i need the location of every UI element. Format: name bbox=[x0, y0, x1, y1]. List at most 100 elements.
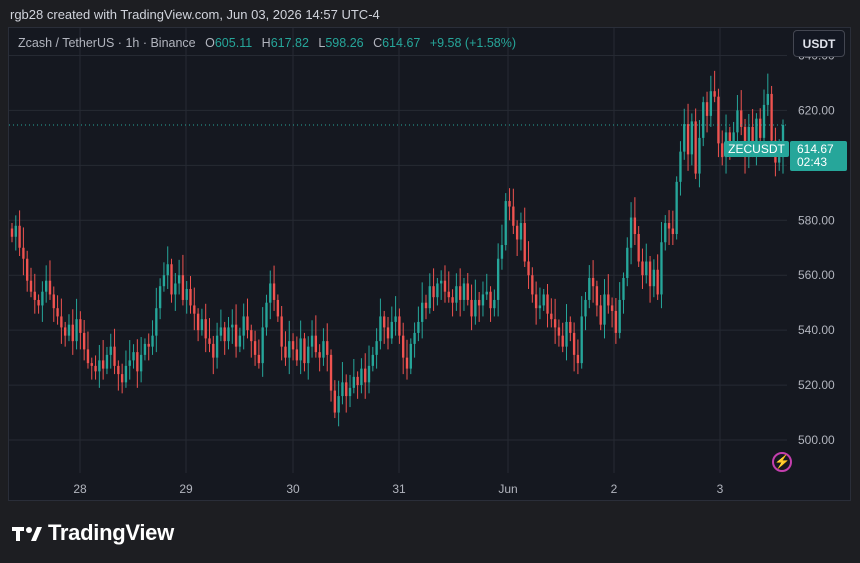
candle-body bbox=[314, 335, 318, 353]
candle-body bbox=[318, 352, 321, 358]
y-tick-label: 620.00 bbox=[798, 103, 835, 117]
x-tick-label: 30 bbox=[286, 482, 300, 496]
candle-body bbox=[485, 291, 488, 295]
candle-body bbox=[683, 124, 686, 152]
candle-body bbox=[227, 327, 230, 342]
candle-body bbox=[234, 324, 238, 347]
candle-body bbox=[364, 368, 367, 383]
candle-body bbox=[284, 346, 287, 358]
candle-body bbox=[147, 343, 150, 347]
candle-body bbox=[386, 327, 390, 339]
candle-body bbox=[90, 363, 93, 366]
candle-body bbox=[48, 280, 52, 295]
candle-body bbox=[276, 299, 280, 317]
price-tag: ZECUSDT 614.67 02:43 bbox=[724, 141, 847, 171]
chart-credit: rgb28 created with TradingView.com, Jun … bbox=[10, 7, 380, 22]
x-tick-label: 31 bbox=[392, 482, 406, 496]
candle-body bbox=[417, 321, 420, 333]
candle-body bbox=[432, 286, 435, 298]
candle-body bbox=[629, 217, 633, 248]
candle-body bbox=[477, 299, 481, 306]
candle-body bbox=[14, 225, 17, 237]
legend-symbol: Zcash / TetherUS · 1h · Binance bbox=[18, 36, 196, 50]
candle-body bbox=[117, 365, 120, 375]
candle-body bbox=[63, 327, 67, 336]
symbol-tag-text: ZECUSDT bbox=[728, 142, 785, 156]
candle-body bbox=[462, 283, 466, 300]
candle-body bbox=[60, 316, 63, 328]
candle-body bbox=[94, 365, 97, 372]
candle-body bbox=[86, 349, 90, 364]
candle-body bbox=[246, 316, 249, 331]
candle-body bbox=[648, 261, 652, 287]
candle-body bbox=[664, 223, 667, 243]
candle-body bbox=[101, 360, 105, 369]
candle-body bbox=[105, 354, 109, 369]
candle-body bbox=[371, 354, 374, 366]
candle-body bbox=[238, 335, 242, 347]
candle-body bbox=[591, 277, 595, 287]
candle-body bbox=[295, 349, 299, 361]
grid-lines bbox=[9, 28, 787, 473]
x-tick-label: 3 bbox=[717, 482, 724, 496]
currency-button[interactable]: USDT bbox=[793, 30, 845, 57]
candle-body bbox=[379, 316, 382, 342]
candle-body bbox=[162, 275, 166, 287]
candle-body bbox=[257, 354, 261, 364]
candle-body bbox=[33, 291, 36, 300]
y-tick-label: 540.00 bbox=[798, 323, 835, 337]
candle-body bbox=[231, 324, 234, 328]
candle-body bbox=[212, 343, 215, 358]
candle-body bbox=[67, 324, 71, 336]
x-tick-label: Jun bbox=[498, 482, 517, 496]
candle-body bbox=[686, 124, 690, 155]
candle-body bbox=[166, 264, 169, 276]
candle-body bbox=[158, 286, 162, 309]
y-tick-label: 500.00 bbox=[798, 433, 835, 447]
tradingview-wordmark: TradingView bbox=[48, 520, 174, 545]
candle-body bbox=[29, 280, 33, 292]
candle-body bbox=[151, 335, 154, 347]
candle-body bbox=[177, 275, 181, 284]
candle-body bbox=[645, 261, 648, 276]
candle-body bbox=[455, 286, 458, 303]
candle-body bbox=[641, 261, 644, 276]
candle-body bbox=[584, 299, 587, 317]
candle-body bbox=[132, 352, 135, 361]
candle-body bbox=[383, 316, 386, 328]
candle-body bbox=[496, 258, 500, 300]
candle-body bbox=[18, 225, 21, 248]
candle-body bbox=[728, 132, 732, 149]
candle-body bbox=[223, 327, 226, 342]
candle-body bbox=[196, 313, 200, 331]
legend-low-label: L bbox=[318, 36, 326, 50]
candle-body bbox=[633, 217, 637, 235]
candle-body bbox=[329, 354, 333, 391]
candle-body bbox=[299, 338, 302, 361]
lightning-icon[interactable]: ⚡ bbox=[772, 452, 792, 472]
candle-body bbox=[572, 332, 576, 355]
candle-body bbox=[208, 338, 211, 344]
candle-body bbox=[652, 269, 656, 287]
candle-body bbox=[470, 299, 473, 317]
candle-body bbox=[253, 341, 257, 355]
candle-body bbox=[740, 110, 743, 127]
x-tick-label: 28 bbox=[73, 482, 87, 496]
candle-body bbox=[52, 294, 55, 309]
candle-body bbox=[542, 294, 545, 306]
candle-body bbox=[261, 327, 264, 364]
candle-body bbox=[421, 302, 424, 322]
candle-body bbox=[618, 299, 621, 333]
candle-body bbox=[124, 365, 128, 383]
candle-body bbox=[219, 327, 223, 336]
candle-body bbox=[337, 396, 340, 413]
candle-body bbox=[466, 283, 469, 300]
tradingview-logo-icon bbox=[12, 527, 42, 541]
candle-body bbox=[694, 121, 697, 174]
candle-body bbox=[155, 308, 158, 336]
candle-body bbox=[553, 319, 557, 328]
legend-close-value: 614.67 bbox=[382, 36, 421, 50]
candle-body bbox=[143, 343, 147, 355]
candle-body bbox=[443, 280, 447, 292]
